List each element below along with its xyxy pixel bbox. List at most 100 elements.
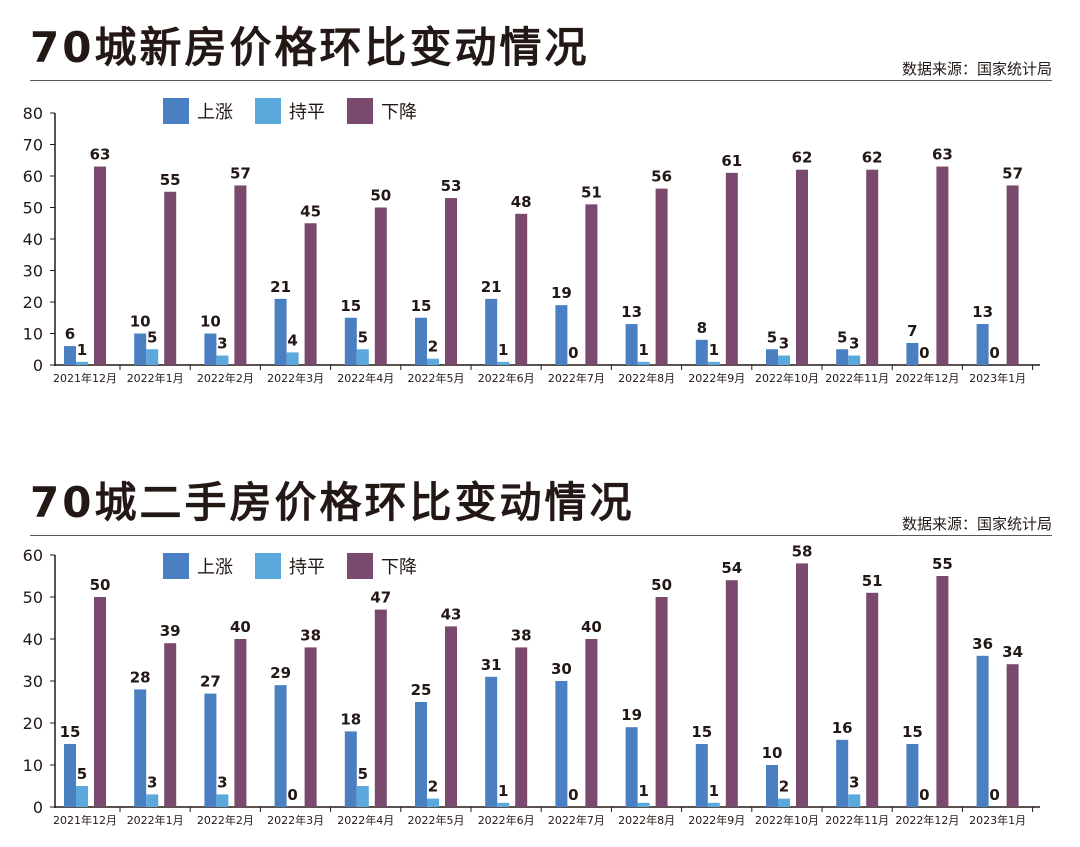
bar-flat bbox=[707, 361, 720, 365]
bar-up bbox=[766, 765, 778, 807]
x-tick-label: 2022年7月 bbox=[548, 371, 605, 385]
title-divider bbox=[30, 535, 1052, 536]
data-label-down: 50 bbox=[370, 187, 391, 205]
data-label-flat: 1 bbox=[77, 341, 87, 359]
data-label-flat: 3 bbox=[147, 773, 157, 791]
bar-up bbox=[695, 339, 708, 365]
bar-flat bbox=[707, 802, 720, 807]
data-label-down: 62 bbox=[862, 149, 883, 167]
x-tick-label: 2022年6月 bbox=[478, 813, 535, 827]
bar-up bbox=[906, 744, 919, 807]
legend-swatch-flat bbox=[255, 553, 281, 579]
bar-down bbox=[304, 647, 317, 807]
bar-down bbox=[655, 188, 668, 365]
x-tick-label: 2022年10月 bbox=[755, 813, 819, 827]
bar-down bbox=[725, 172, 738, 365]
data-label-flat: 0 bbox=[919, 786, 929, 804]
data-label-flat: 3 bbox=[217, 335, 227, 353]
bar-up bbox=[64, 744, 76, 807]
data-label-up: 10 bbox=[200, 313, 221, 331]
y-tick-label: 80 bbox=[23, 104, 43, 123]
data-label-flat: 0 bbox=[919, 344, 929, 362]
bar-down bbox=[725, 580, 738, 807]
x-tick-label: 2022年1月 bbox=[127, 813, 184, 827]
data-label-flat: 0 bbox=[989, 786, 999, 804]
data-label-flat: 2 bbox=[428, 778, 438, 796]
bar-down bbox=[1006, 664, 1019, 807]
data-label-up: 18 bbox=[340, 710, 361, 728]
data-label-up: 10 bbox=[130, 313, 151, 331]
y-tick-label: 10 bbox=[23, 756, 43, 775]
data-label-up: 15 bbox=[691, 723, 712, 741]
bar-flat bbox=[778, 355, 790, 365]
data-label-flat: 5 bbox=[77, 765, 87, 783]
data-label-up: 19 bbox=[621, 706, 642, 724]
bar-up bbox=[906, 342, 919, 365]
x-tick-label: 2022年4月 bbox=[337, 813, 394, 827]
bar-down bbox=[374, 207, 387, 365]
y-tick-label: 40 bbox=[23, 230, 43, 249]
y-tick-label: 50 bbox=[23, 588, 43, 607]
data-label-up: 6 bbox=[65, 325, 75, 343]
y-tick-label: 0 bbox=[33, 798, 43, 817]
data-source-label: 数据来源：国家统计局 bbox=[901, 515, 1052, 533]
x-tick-label: 2022年12月 bbox=[895, 371, 959, 385]
bar-flat bbox=[76, 786, 88, 807]
bar-flat bbox=[637, 802, 650, 807]
data-label-up: 15 bbox=[411, 297, 432, 315]
bar-up bbox=[695, 744, 708, 807]
second-hand-chart-panel: 70城二手房价格环比变动情况 数据来源：国家统计局 0 10 20 30 40 50 60 1… bbox=[0, 455, 1080, 847]
data-label-down: 63 bbox=[90, 146, 111, 164]
legend-swatch-flat bbox=[255, 98, 281, 124]
data-label-down: 40 bbox=[230, 618, 251, 636]
data-label-down: 58 bbox=[792, 542, 813, 560]
y-tick-label: 70 bbox=[23, 136, 43, 155]
x-tick-label: 2023年1月 bbox=[969, 813, 1026, 827]
data-label-flat: 5 bbox=[147, 328, 157, 346]
data-label-up: 13 bbox=[972, 303, 993, 321]
legend-item-up: 上涨 bbox=[163, 98, 233, 124]
x-tick-label: 2023年1月 bbox=[969, 371, 1026, 385]
data-label-down: 48 bbox=[511, 193, 532, 211]
bar-down bbox=[936, 576, 949, 807]
legend-label-flat: 持平 bbox=[289, 557, 325, 578]
data-label-down: 55 bbox=[160, 171, 181, 189]
data-label-flat: 2 bbox=[428, 338, 438, 356]
x-tick-label: 2022年3月 bbox=[267, 813, 324, 827]
data-label-down: 40 bbox=[581, 618, 602, 636]
x-tick-label: 2021年12月 bbox=[53, 813, 117, 827]
legend-label-down: 下降 bbox=[381, 557, 417, 578]
bar-up bbox=[415, 317, 427, 365]
x-tick-label: 2022年11月 bbox=[825, 371, 889, 385]
data-label-down: 38 bbox=[511, 626, 532, 644]
bar-flat bbox=[146, 794, 159, 807]
data-label-down: 51 bbox=[862, 572, 883, 590]
data-label-flat: 5 bbox=[358, 765, 368, 783]
bar-down bbox=[1006, 185, 1019, 365]
bar-up bbox=[766, 349, 778, 365]
second-hand-bar-chart: 0102030405060155502021年12月283392022年1月27… bbox=[23, 542, 1040, 827]
chart-legend: 上涨 持平 下降 bbox=[163, 98, 417, 124]
legend-swatch-up bbox=[163, 553, 189, 579]
bar-up bbox=[134, 689, 147, 807]
data-label-up: 29 bbox=[270, 664, 291, 682]
bar-flat bbox=[848, 355, 861, 365]
data-label-up: 25 bbox=[411, 681, 432, 699]
chart-title: 70城二手房价格环比变动情况 bbox=[30, 478, 635, 527]
legend-item-flat: 持平 bbox=[255, 553, 325, 579]
data-label-up: 16 bbox=[832, 719, 853, 737]
data-label-down: 43 bbox=[441, 605, 462, 623]
data-label-up: 27 bbox=[200, 673, 221, 691]
x-tick-label: 2022年11月 bbox=[825, 813, 889, 827]
bar-flat bbox=[216, 355, 229, 365]
data-label-up: 7 bbox=[907, 322, 917, 340]
legend-item-flat: 持平 bbox=[255, 98, 325, 124]
bar-up bbox=[274, 298, 287, 365]
new-home-bar-chart: 0102030405060708061632021年12月105552022年1… bbox=[23, 104, 1040, 385]
y-tick-label: 50 bbox=[23, 199, 43, 218]
data-label-flat: 3 bbox=[849, 335, 859, 353]
data-label-down: 63 bbox=[932, 146, 953, 164]
bar-flat bbox=[76, 361, 88, 365]
x-tick-label: 2022年12月 bbox=[895, 813, 959, 827]
data-label-flat: 4 bbox=[287, 331, 297, 349]
